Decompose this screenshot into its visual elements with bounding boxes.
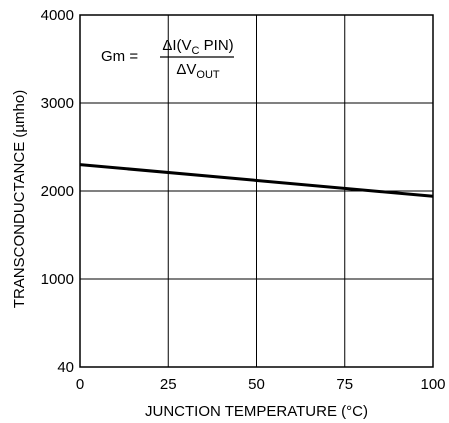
equation-lhs: Gm = xyxy=(101,48,138,65)
equation-denominator: ΔVOUT xyxy=(176,61,220,81)
x-tick-label: 25 xyxy=(160,376,177,393)
numerator-post: PIN) xyxy=(199,37,233,54)
y-tick-label: 3000 xyxy=(41,95,74,112)
plot-frame xyxy=(79,14,434,368)
x-tick-label: 50 xyxy=(248,376,265,393)
x-tick-label: 75 xyxy=(336,376,353,393)
gm-equation: Gm = ΔI(VC PIN) ΔVOUT xyxy=(101,37,234,81)
y-tick-label: 4000 xyxy=(41,7,74,24)
numerator-sub: C xyxy=(192,45,200,57)
y-tick-label: 1000 xyxy=(41,271,74,288)
y-tick-label: 40 xyxy=(57,359,74,376)
y-tick-label: 2000 xyxy=(41,183,74,200)
x-axis-label: JUNCTION TEMPERATURE (°C) xyxy=(145,403,368,420)
denominator-pre: ΔV xyxy=(176,61,196,78)
tick-labels: 0 25 50 75 100 40 1000 2000 3000 4000 xyxy=(41,7,446,393)
denominator-sub: OUT xyxy=(196,69,220,81)
series-line xyxy=(79,163,434,198)
series-layer xyxy=(79,163,434,198)
x-tick-label: 100 xyxy=(420,376,445,393)
equation-numerator: ΔI(VC PIN) xyxy=(162,37,233,57)
numerator-pre: ΔI(V xyxy=(162,37,191,54)
y-axis-label: TRANSCONDUCTANCE (µmho) xyxy=(11,90,28,308)
x-tick-label: 0 xyxy=(76,376,84,393)
grid xyxy=(80,15,433,367)
